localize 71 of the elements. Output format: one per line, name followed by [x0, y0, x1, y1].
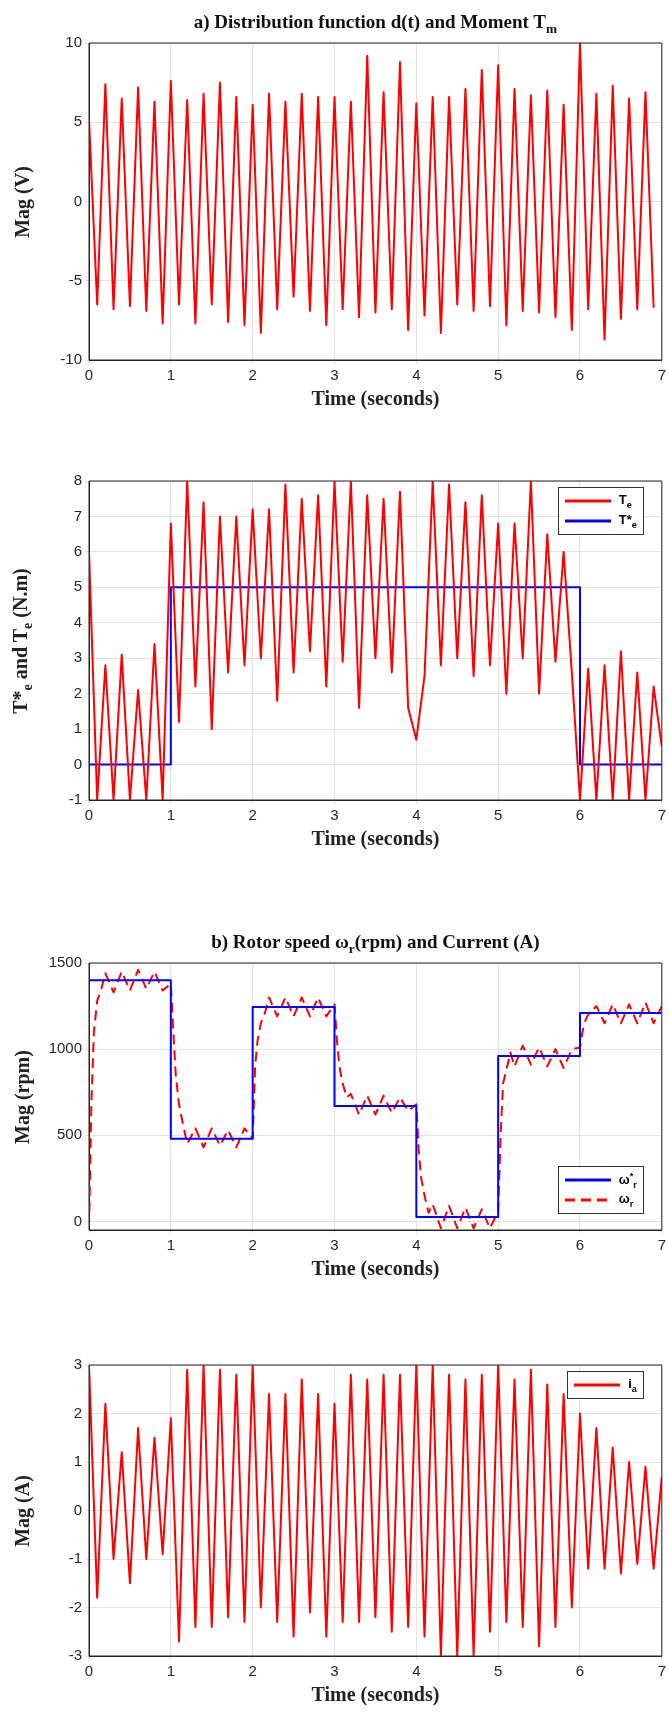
x-tick-label: 0 [84, 366, 94, 384]
x-tick-label: 6 [575, 366, 585, 384]
y-tick-label: -5 [68, 270, 82, 288]
x-tick-label: 7 [657, 366, 666, 384]
y-tick-label: 500 [56, 1125, 82, 1143]
y-tick-label: 10 [65, 33, 82, 51]
y-tick-label: 3 [73, 648, 82, 666]
y-tick-label: 0 [73, 1211, 82, 1229]
x-tick-label: 0 [84, 1236, 94, 1254]
legend-label: i$_{a}$ [628, 1376, 637, 1394]
x-tick-label: 3 [330, 1236, 339, 1254]
y-axis-title: Mag (rpm) [10, 1049, 34, 1144]
y-tick-label: 5 [73, 577, 82, 595]
x-tick-label: 0 [84, 1662, 94, 1680]
x-tick-label: 5 [493, 1662, 503, 1680]
x-tick-label: 4 [412, 806, 421, 824]
x-tick-label: 7 [657, 1236, 666, 1254]
legend-label: T$_{e}$ [618, 492, 632, 510]
x-tick-label: 1 [166, 366, 175, 384]
y-tick-label: 8 [73, 471, 82, 489]
y-tick-label: 2 [73, 1403, 82, 1421]
y-tick-label: 1 [73, 1452, 82, 1470]
y-tick-label: -10 [60, 350, 82, 368]
y-tick-label: -1 [68, 790, 82, 808]
x-tick-label: 6 [575, 1236, 585, 1254]
y-tick-label: 5 [73, 112, 82, 130]
x-tick-label: 1 [166, 1662, 175, 1680]
x-axis-title: Time (seconds) [311, 1257, 440, 1281]
x-tick-label: 6 [575, 806, 585, 824]
y-tick-label: 2 [73, 683, 82, 701]
legend-label: T*$_{e}$ [618, 512, 637, 530]
x-tick-label: 2 [248, 366, 257, 384]
y-tick-label: -2 [68, 1597, 82, 1615]
legend-label: ω$_{r}$ [618, 1191, 634, 1209]
y-tick-label: -3 [68, 1646, 82, 1664]
y-tick-label: 1500 [48, 953, 82, 971]
x-axis-title: Time (seconds) [311, 1683, 440, 1707]
x-tick-label: 6 [575, 1662, 585, 1680]
x-tick-label: 1 [166, 806, 175, 824]
x-tick-label: 2 [248, 1662, 257, 1680]
x-axis-title: Time (seconds) [311, 827, 440, 851]
y-tick-label: 0 [73, 754, 82, 772]
x-tick-label: 5 [493, 1236, 503, 1254]
y-tick-label: 0 [73, 191, 82, 209]
chart-title: b) Rotor speed ω$_{r}$(rpm) and Current (A) [211, 931, 540, 957]
y-axis-title: Mag (A) [10, 1474, 34, 1547]
x-tick-label: 3 [330, 806, 339, 824]
y-axis-title: Mag (V) [10, 165, 34, 238]
x-tick-label: 2 [248, 1236, 257, 1254]
y-tick-label: 6 [73, 542, 82, 560]
x-tick-label: 5 [493, 366, 503, 384]
x-tick-label: 5 [493, 806, 503, 824]
x-tick-label: 4 [412, 1236, 421, 1254]
y-tick-label: 1000 [48, 1039, 82, 1057]
x-tick-label: 4 [412, 366, 421, 384]
chart-title: a) Distribution function d(t) and Moment T$_{m}$ [193, 11, 558, 37]
x-tick-label: 2 [248, 806, 257, 824]
x-tick-label: 7 [657, 1662, 666, 1680]
x-tick-label: 1 [166, 1236, 175, 1254]
x-axis-title: Time (seconds) [311, 387, 440, 411]
y-tick-label: 7 [73, 506, 82, 524]
x-tick-label: 4 [412, 1662, 421, 1680]
x-tick-label: 7 [657, 806, 666, 824]
x-tick-label: 3 [330, 366, 339, 384]
y-tick-label: -1 [68, 1549, 82, 1567]
x-tick-label: 3 [330, 1662, 339, 1680]
y-tick-label: 4 [73, 612, 82, 630]
x-tick-label: 0 [84, 806, 94, 824]
y-tick-label: 1 [73, 719, 82, 737]
y-tick-label: 0 [73, 1500, 82, 1518]
y-tick-label: 3 [73, 1355, 82, 1373]
